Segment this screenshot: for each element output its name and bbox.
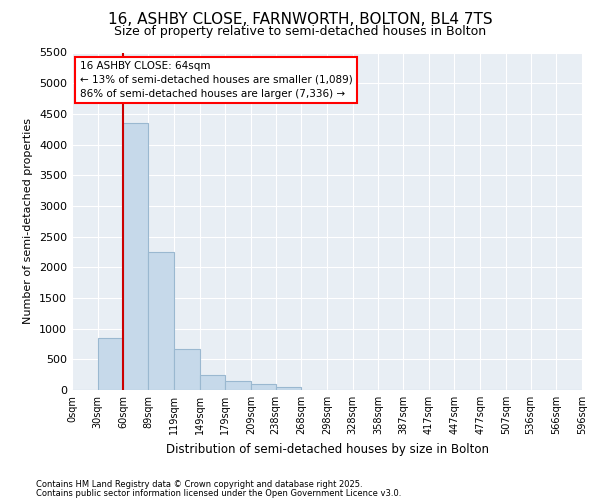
Bar <box>225 381 251 390</box>
Text: Contains public sector information licensed under the Open Government Licence v3: Contains public sector information licen… <box>36 488 401 498</box>
Y-axis label: Number of semi-detached properties: Number of semi-detached properties <box>23 118 34 324</box>
Bar <box>148 252 174 390</box>
Text: 16 ASHBY CLOSE: 64sqm
← 13% of semi-detached houses are smaller (1,089)
86% of s: 16 ASHBY CLOSE: 64sqm ← 13% of semi-deta… <box>80 61 352 99</box>
Text: Size of property relative to semi-detached houses in Bolton: Size of property relative to semi-detach… <box>114 25 486 38</box>
Bar <box>124 123 148 390</box>
Bar <box>275 387 301 390</box>
Bar <box>251 384 275 390</box>
Text: 16, ASHBY CLOSE, FARNWORTH, BOLTON, BL4 7TS: 16, ASHBY CLOSE, FARNWORTH, BOLTON, BL4 … <box>107 12 493 28</box>
Bar <box>98 338 124 390</box>
Text: Contains HM Land Registry data © Crown copyright and database right 2025.: Contains HM Land Registry data © Crown c… <box>36 480 362 489</box>
Bar <box>174 349 199 390</box>
Bar <box>199 374 225 390</box>
X-axis label: Distribution of semi-detached houses by size in Bolton: Distribution of semi-detached houses by … <box>166 442 488 456</box>
